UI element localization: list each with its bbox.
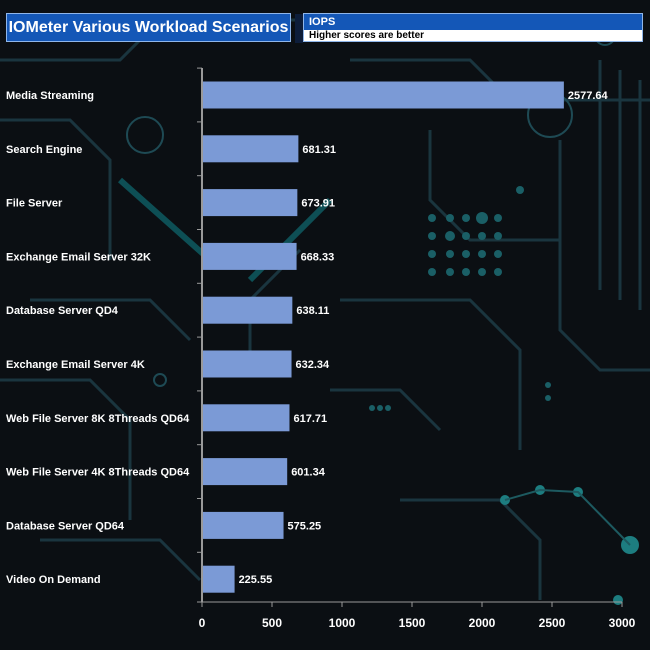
bar — [203, 242, 297, 270]
legend: IOPS Higher scores are better — [303, 13, 643, 42]
x-tick-label: 2000 — [469, 616, 496, 630]
bar — [203, 350, 292, 378]
value-label: 681.31 — [302, 144, 336, 156]
category-label: Search Engine — [6, 144, 82, 156]
x-tick-label: 500 — [262, 616, 282, 630]
category-label: Database Server QD64 — [6, 520, 125, 532]
value-label: 2577.64 — [568, 90, 609, 102]
x-tick-label: 1000 — [329, 616, 356, 630]
category-label: Web File Server 8K 8Threads QD64 — [6, 413, 190, 425]
value-label: 225.55 — [239, 574, 273, 586]
bar — [203, 404, 290, 432]
category-label: Database Server QD4 — [6, 305, 119, 317]
legend-metric-label: IOPS — [304, 14, 642, 30]
value-label: 601.34 — [291, 467, 326, 479]
value-label: 632.34 — [296, 359, 331, 371]
value-label: 617.71 — [293, 413, 327, 425]
category-label: File Server — [6, 198, 63, 210]
bar — [203, 296, 293, 324]
category-label: Video On Demand — [6, 574, 101, 586]
legend-note: Higher scores are better — [304, 30, 642, 41]
bar — [203, 135, 299, 163]
bar — [203, 81, 564, 109]
category-label: Media Streaming — [6, 90, 94, 102]
x-tick-label: 1500 — [399, 616, 426, 630]
value-label: 673.91 — [301, 198, 335, 210]
legend-swatch — [295, 14, 303, 43]
bar — [203, 565, 235, 593]
category-label: Web File Server 4K 8Threads QD64 — [6, 467, 190, 479]
x-tick-label: 2500 — [539, 616, 566, 630]
bar — [203, 458, 288, 486]
bar — [203, 511, 284, 539]
x-tick-label: 0 — [199, 616, 206, 630]
category-label: Exchange Email Server 32K — [6, 251, 151, 263]
bar — [203, 189, 298, 217]
value-label: 638.11 — [296, 305, 329, 317]
value-label: 668.33 — [301, 251, 335, 263]
value-label: 575.25 — [288, 520, 322, 532]
x-tick-label: 3000 — [609, 616, 636, 630]
category-label: Exchange Email Server 4K — [6, 359, 145, 371]
chart-title: IOMeter Various Workload Scenarios — [6, 13, 291, 42]
